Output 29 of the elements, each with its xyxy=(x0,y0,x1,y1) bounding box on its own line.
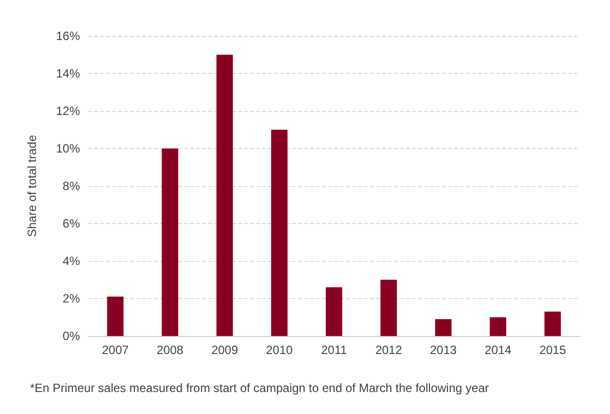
y-tick-label: 8% xyxy=(62,179,80,193)
bar xyxy=(271,130,288,336)
bar xyxy=(490,317,506,336)
x-tick-label: 2007 xyxy=(102,343,130,357)
bar xyxy=(216,54,233,336)
y-tick-label: 0% xyxy=(62,329,80,343)
bar xyxy=(107,296,124,336)
bar xyxy=(380,280,397,336)
y-tick-label: 6% xyxy=(62,216,80,230)
y-axis-title: Share of total trade xyxy=(25,134,39,238)
bar xyxy=(162,148,178,336)
text: *En Primeur sales measured from start of campaign to end of March the following year xyxy=(30,381,489,395)
x-tick-label: 2012 xyxy=(375,343,402,357)
y-tick-label: 14% xyxy=(56,66,80,80)
x-tick-label: 2008 xyxy=(156,343,184,357)
y-tick-label: 4% xyxy=(62,254,80,268)
y-tick-label: 10% xyxy=(56,142,80,156)
x-tick-label: 2015 xyxy=(539,343,566,357)
x-tick-label: 2010 xyxy=(266,343,294,357)
bar xyxy=(544,312,561,336)
x-tick-label: 2011 xyxy=(321,343,348,357)
y-tick-label: 2% xyxy=(62,292,80,306)
y-tick-label: 16% xyxy=(56,29,80,43)
x-tick-label: 2013 xyxy=(430,343,458,357)
y-tick-label: 12% xyxy=(56,104,80,118)
bar xyxy=(326,287,342,336)
x-tick-label: 2009 xyxy=(211,343,238,357)
bar xyxy=(435,319,452,336)
x-tick-label: 2014 xyxy=(484,343,512,357)
